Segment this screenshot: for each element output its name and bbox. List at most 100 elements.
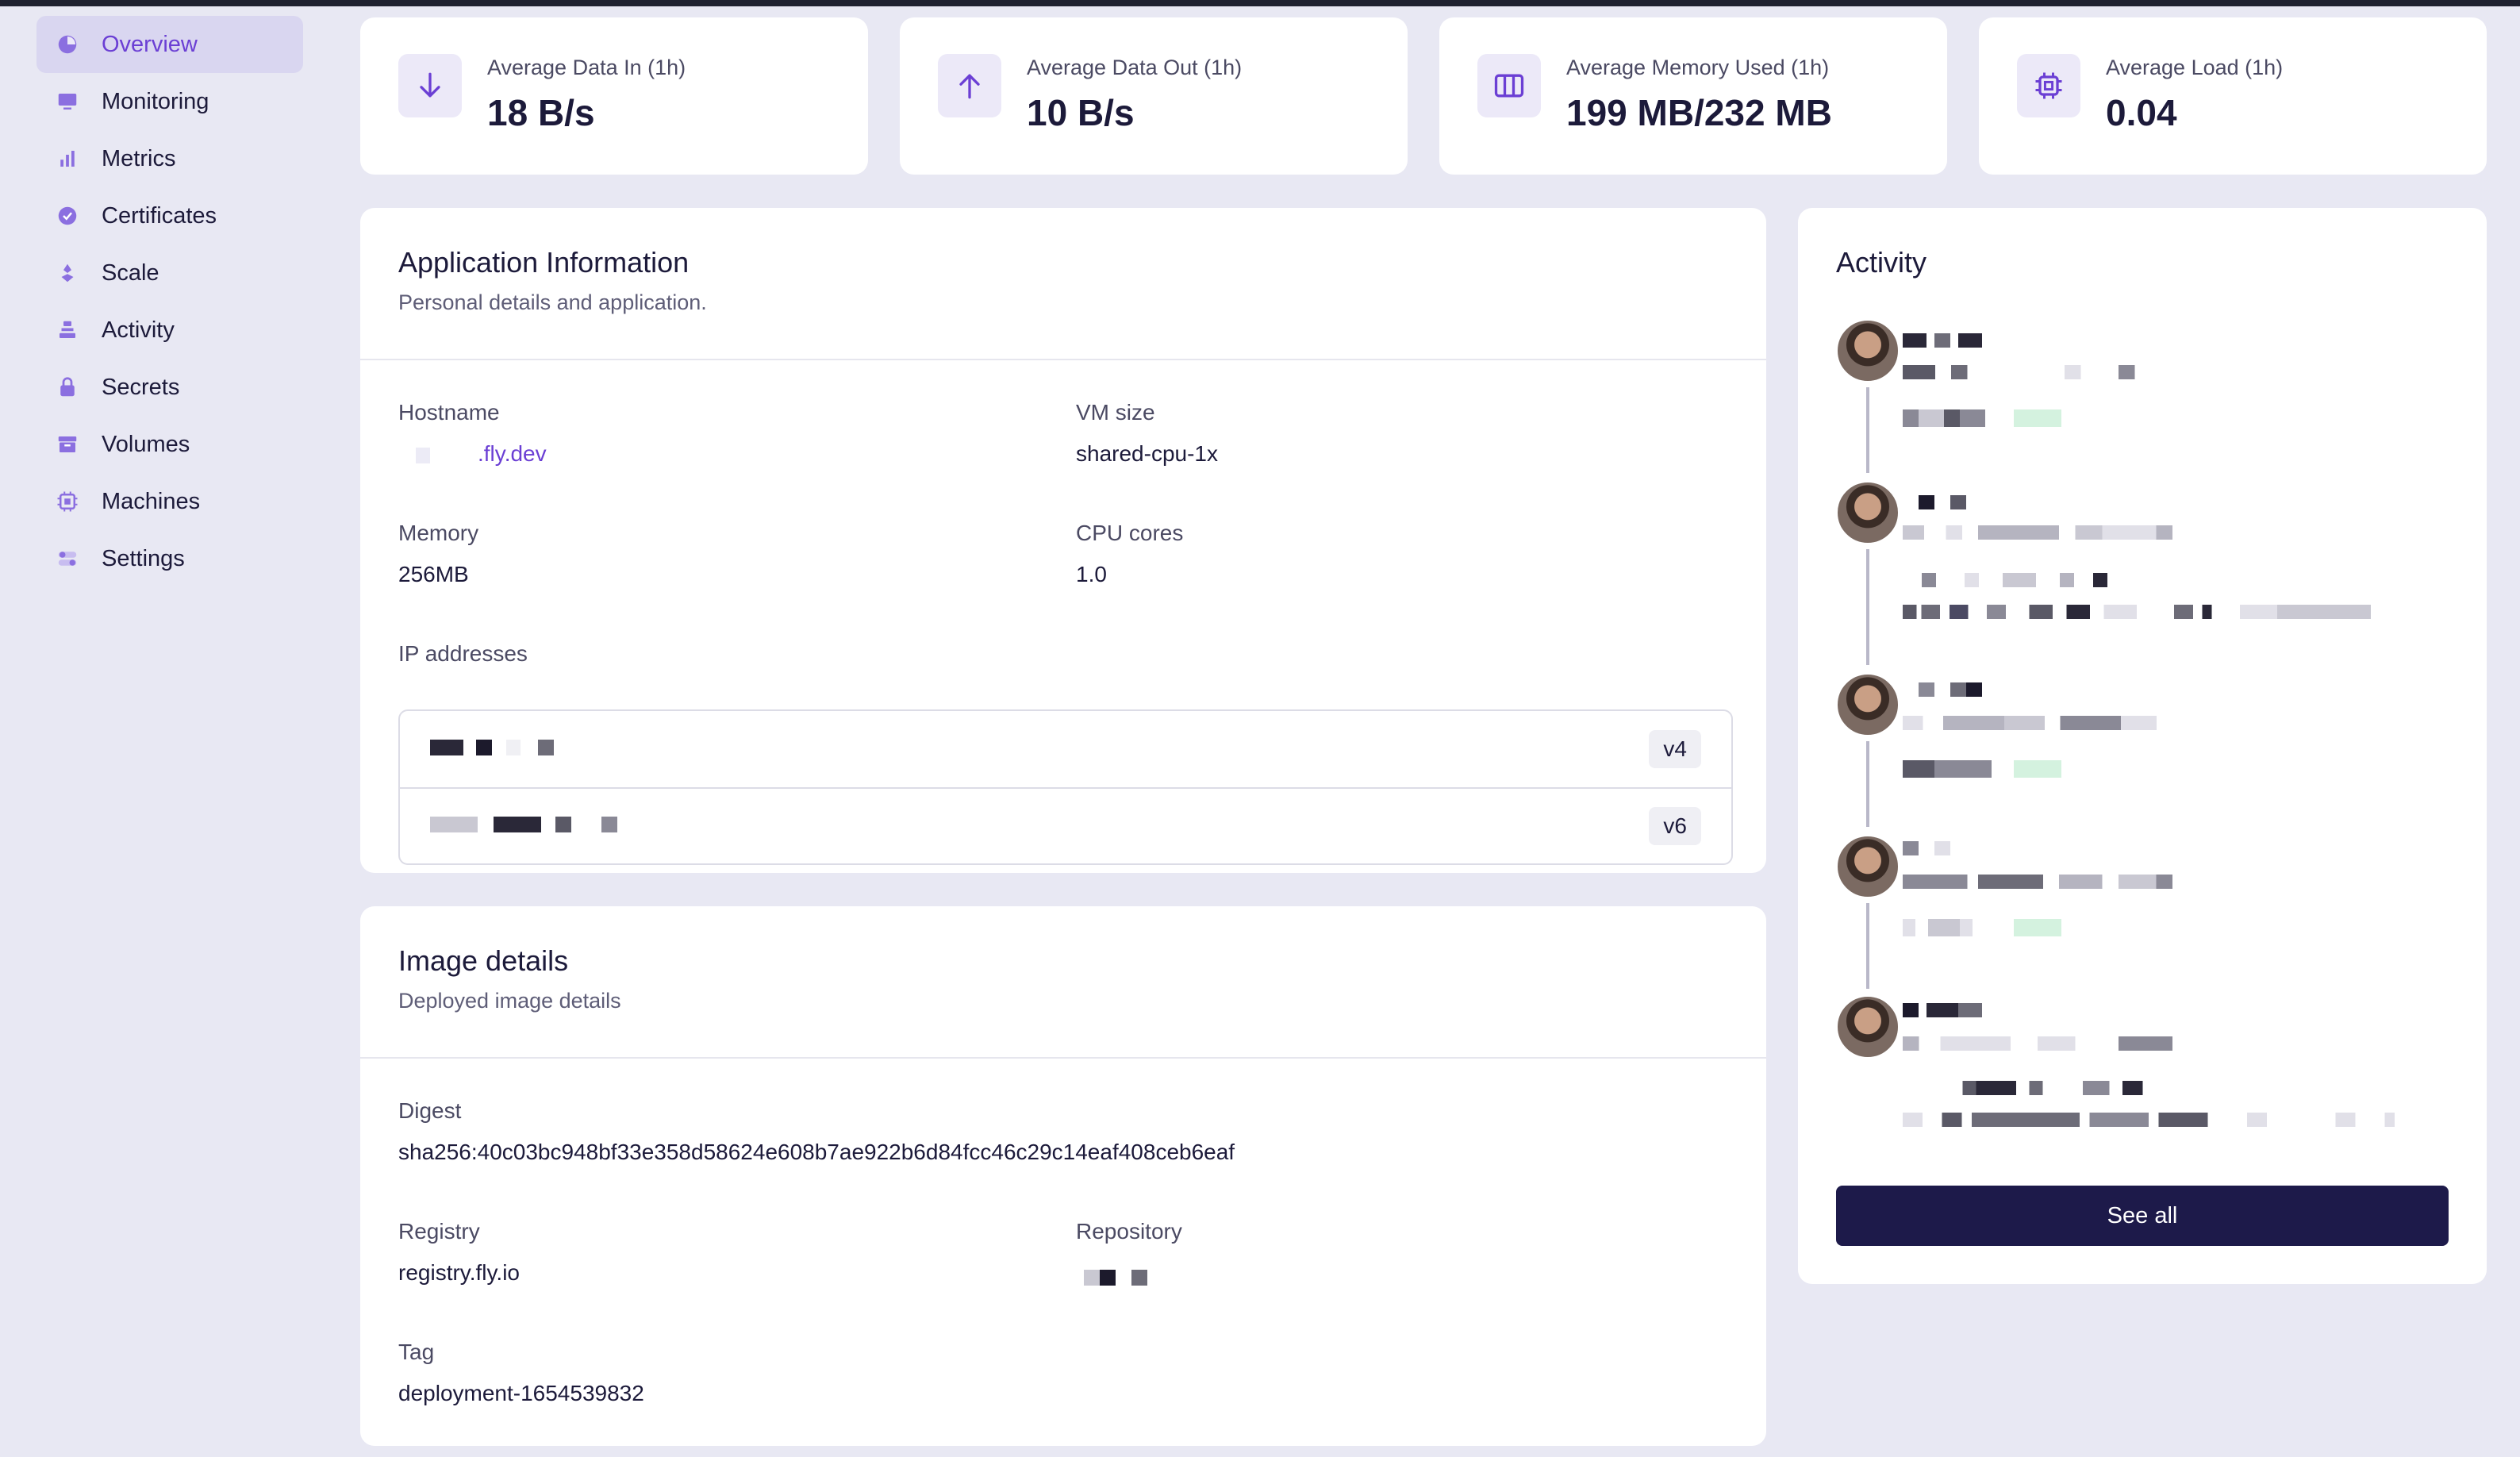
sidebar-item-label: Activity	[102, 317, 175, 343]
memory-field: Memory 256MB	[398, 521, 478, 587]
field-label: Registry	[398, 1219, 480, 1244]
sidebar-item-label: Scale	[102, 259, 159, 286]
sidebar-item-metrics[interactable]: Metrics	[36, 130, 303, 187]
image-details-panel: Image details Deployed image details Dig…	[360, 906, 1766, 1446]
redacted-text	[1903, 875, 2172, 889]
avatar	[1836, 835, 1900, 898]
activity-item	[1836, 481, 1900, 544]
field-value: registry.fly.io	[398, 1260, 520, 1285]
sidebar-item-label: Secrets	[102, 374, 180, 400]
activity-item	[1836, 835, 1900, 898]
redacted-ip	[430, 739, 554, 759]
stat-label: Average Memory Used (1h)	[1566, 56, 1830, 79]
redacted-text	[1903, 1003, 1982, 1017]
hostname-value: .fly.dev	[398, 441, 547, 467]
sidebar-item-settings[interactable]: Settings	[36, 530, 303, 587]
hostname-link[interactable]: .fly.dev	[478, 441, 547, 466]
sidebar-item-machines[interactable]: Machines	[36, 473, 303, 530]
avatar	[1836, 319, 1900, 383]
tag-field: Tag deployment-1654539832	[398, 1340, 644, 1406]
toggles-icon	[54, 545, 81, 572]
sidebar-item-volumes[interactable]: Volumes	[36, 416, 303, 473]
monitor-icon	[54, 88, 81, 115]
cpu-chip-icon	[54, 488, 81, 515]
timeline-connector	[1866, 549, 1869, 665]
avatar	[1836, 481, 1900, 544]
panel-subtitle: Deployed image details	[398, 989, 621, 1013]
panel-header: Application Information Personal details…	[360, 208, 1766, 360]
redacted-repository	[1076, 1255, 1182, 1291]
sidebar-item-label: Settings	[102, 545, 185, 571]
lock-icon	[54, 374, 81, 401]
redacted-text	[1903, 716, 2157, 730]
field-label: Digest	[398, 1098, 462, 1123]
timeline-connector	[1866, 741, 1869, 827]
arrow-down-icon	[398, 54, 462, 117]
sidebar-item-monitoring[interactable]: Monitoring	[36, 73, 303, 130]
panel-title: Application Information	[398, 246, 690, 279]
redacted-text	[1903, 919, 2061, 936]
stat-value: 199 MB/232 MB	[1566, 92, 1832, 133]
field-value: 256MB	[398, 562, 469, 586]
archive-icon	[54, 431, 81, 458]
redacted-block	[416, 447, 430, 463]
timeline-connector	[1866, 387, 1869, 473]
stack-icon	[54, 317, 81, 344]
activity-panel: Activity See all	[1798, 208, 2487, 1284]
arrow-up-icon	[938, 54, 1001, 117]
cpu-chip-icon	[2017, 54, 2080, 117]
sidebar-item-label: Overview	[102, 31, 198, 57]
stat-card-data-in: Average Data In (1h) 18 B/s	[360, 17, 868, 175]
stat-card-data-out: Average Data Out (1h) 10 B/s	[900, 17, 1408, 175]
sidebar-item-secrets[interactable]: Secrets	[36, 359, 303, 416]
sidebar-item-label: Volumes	[102, 431, 190, 457]
badge-check-icon	[54, 202, 81, 229]
sidebar-item-overview[interactable]: Overview	[36, 16, 303, 73]
redacted-text	[1903, 333, 1982, 348]
top-bar	[0, 0, 2520, 6]
sidebar-item-certificates[interactable]: Certificates	[36, 187, 303, 244]
ip-address-list: v4 v6	[398, 709, 1733, 865]
redacted-text	[1903, 365, 2172, 379]
stat-value: 0.04	[2106, 92, 2177, 133]
panel-subtitle: Personal details and application.	[398, 290, 707, 314]
repository-field: Repository	[1076, 1219, 1182, 1291]
redacted-text	[1903, 841, 1966, 855]
field-label: VM size	[1076, 400, 1155, 425]
redacted-text	[1903, 1113, 2395, 1127]
redacted-text	[1903, 409, 2061, 427]
field-label: Memory	[398, 521, 479, 545]
stat-label: Average Data In (1h)	[487, 56, 686, 79]
redacted-text	[1903, 682, 1982, 697]
activity-item	[1836, 673, 1900, 736]
scale-icon	[54, 259, 81, 286]
field-value: deployment-1654539832	[398, 1381, 644, 1405]
stat-card-load: Average Load (1h) 0.04	[1979, 17, 2487, 175]
redacted-text	[1903, 760, 2061, 778]
sidebar-item-label: Certificates	[102, 202, 217, 229]
digest-value: sha256:40c03bc948bf33e358d58624e608b7ae9…	[398, 1140, 1235, 1164]
ip-addresses-label: IP addresses	[398, 641, 528, 667]
sidebar-nav: Overview Monitoring Metrics Certificates…	[36, 16, 303, 587]
redacted-text	[1903, 605, 2371, 619]
application-info-panel: Application Information Personal details…	[360, 208, 1766, 873]
panel-header: Image details Deployed image details	[360, 906, 1766, 1059]
stat-value: 10 B/s	[1027, 92, 1135, 133]
ip-version-badge: v4	[1649, 730, 1701, 768]
sidebar-item-activity[interactable]: Activity	[36, 302, 303, 359]
redacted-ip	[430, 816, 617, 836]
hostname-field: Hostname .fly.dev	[398, 400, 547, 467]
digest-field: Digest sha256:40c03bc948bf33e358d58624e6…	[398, 1098, 1235, 1165]
activity-item	[1836, 319, 1900, 383]
field-value: 1.0	[1076, 562, 1107, 586]
registry-field: Registry registry.fly.io	[398, 1219, 520, 1286]
stat-label: Average Load (1h)	[2106, 56, 2284, 79]
avatar	[1836, 673, 1900, 736]
sidebar-item-scale[interactable]: Scale	[36, 244, 303, 302]
field-label: Hostname	[398, 400, 500, 425]
redacted-text	[1903, 525, 2172, 540]
field-value: shared-cpu-1x	[1076, 441, 1218, 466]
overview-icon	[54, 31, 81, 58]
see-all-button[interactable]: See all	[1836, 1186, 2449, 1246]
sidebar-item-label: Metrics	[102, 145, 176, 171]
